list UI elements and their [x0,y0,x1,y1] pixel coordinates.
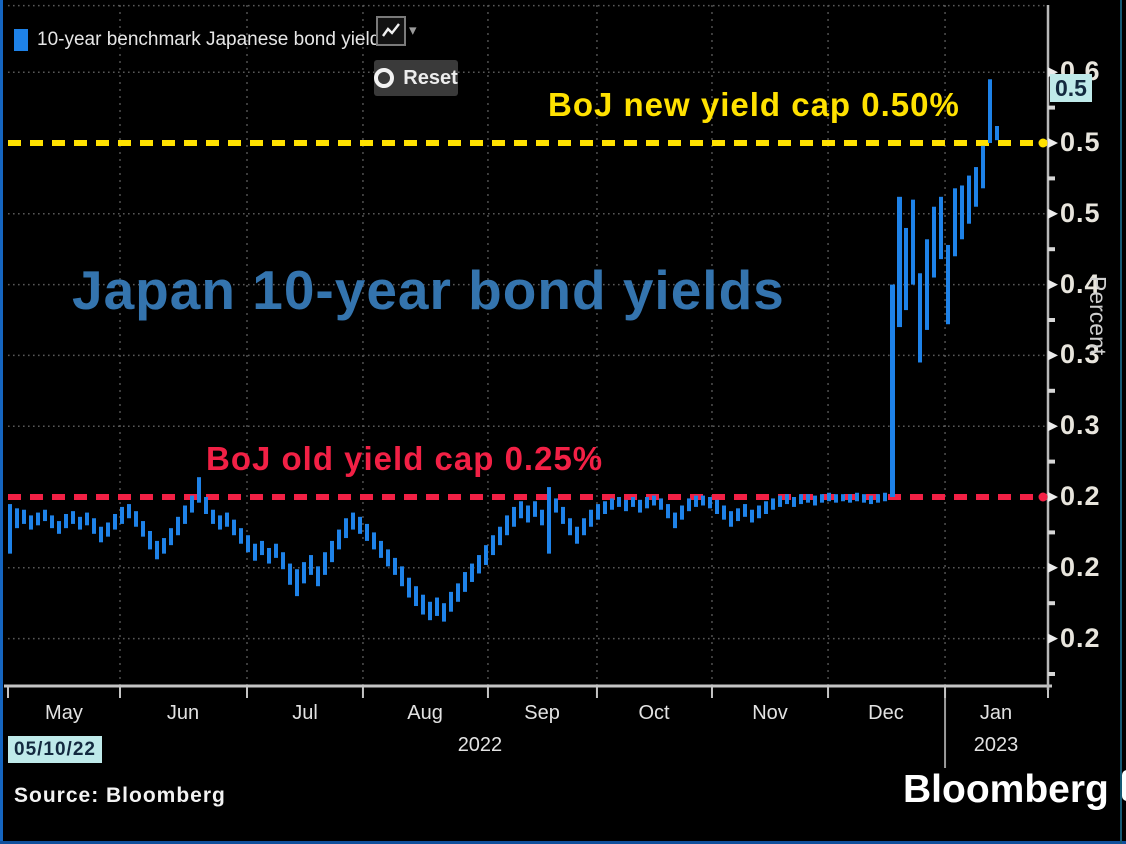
x-axis-month-label: Nov [752,702,788,724]
bloomberg-logo: Bloomberg [903,768,1126,812]
x-axis-month-label: Aug [407,702,443,724]
source-credit: Source: Bloomberg [14,784,226,807]
series-color-swatch [14,29,28,51]
x-axis-month-label: Jun [166,702,200,724]
old-yield-cap-label: BoJ old yield cap 0.25% [206,440,604,477]
y-axis-tick-label: 0.4 [1060,268,1101,299]
line-chart-icon [382,23,400,37]
bloomberg-chart-bubble-icon [1121,770,1126,801]
y-axis-tick-label: 0.2 [1060,551,1101,582]
current-value-label: 0.5 [1050,74,1092,102]
x-axis-month-label: Jul [292,702,318,724]
y-axis-tick-label: 0.2 [1060,481,1101,511]
bloomberg-wordmark: Bloomberg [903,768,1109,811]
y-axis-tick-label: 0.5 [1060,197,1101,228]
x-axis-month-label: Jan [979,702,1013,724]
axis-start-date[interactable]: 05/10/22 [8,736,102,763]
y-axis-tick-label: 0.5 [1060,127,1101,157]
x-axis-month-label: May [45,702,83,724]
legend-label: 10-year benchmark Japanese bond yield [37,29,381,50]
chart-title: Japan 10-year bond yields [72,259,785,321]
reset-circle-icon [374,68,395,88]
x-axis-year-label: 2022 [457,734,503,756]
y-axis-tick-label: 0.3 [1060,339,1101,370]
window-border-left [0,0,3,844]
caret-down-icon[interactable]: ▾ [409,22,417,39]
legend-item[interactable]: 10-year benchmark Japanese bond yield [14,24,380,56]
reset-button-label: Reset [403,66,458,89]
y-axis-tick-label: 0.2 [1060,622,1101,653]
x-axis-year-label: 2023 [973,734,1019,756]
window-border-bottom [0,841,1126,844]
window-border-right [1120,0,1122,844]
x-axis-month-label: Oct [638,702,670,724]
y-axis-tick-label: 0.3 [1060,410,1101,441]
new-yield-cap-label: BoJ new yield cap 0.50% [548,86,960,123]
y-axis-unit-label: Percent [1085,276,1111,356]
x-axis-month-label: Dec [868,702,904,724]
reset-button[interactable]: Reset [374,60,458,96]
x-axis-month-label: Sep [524,702,560,724]
chart-type-button[interactable] [376,16,406,46]
